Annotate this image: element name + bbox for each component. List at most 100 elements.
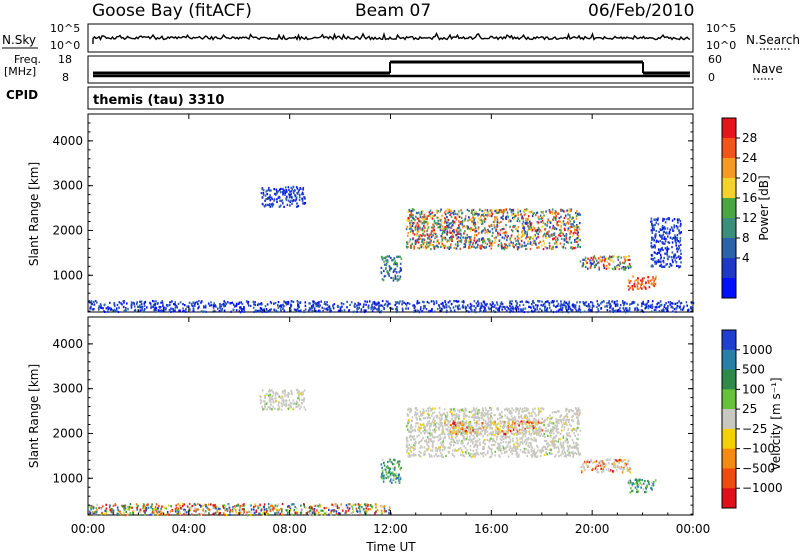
data-cell [557,309,560,312]
data-cell [602,263,605,266]
data-cell [512,310,515,313]
data-cell [530,226,532,229]
data-cell [633,301,636,304]
data-cell [456,233,459,236]
data-cell [560,308,562,311]
data-cell [468,246,470,249]
data-cell [464,307,467,310]
data-cell [515,420,517,423]
data-cell [497,307,499,310]
data-cell [335,510,338,513]
data-cell [654,262,657,265]
data-cell [426,229,428,233]
data-cell [472,241,474,244]
data-cell [318,305,320,308]
data-cell [579,245,581,249]
data-cell [558,431,560,434]
data-cell [529,211,532,214]
data-cell [532,310,534,313]
data-cell [593,265,596,268]
data-cell [266,408,268,411]
data-cell [376,308,378,311]
data-cell [383,269,385,272]
data-cell [126,513,129,516]
data-cell [396,279,399,282]
data-cell [462,454,465,457]
data-cell [356,510,359,513]
data-cell [459,247,462,250]
data-cell [264,203,267,206]
data-cell [241,504,243,507]
data-cell [488,239,490,243]
data-cell [468,306,471,309]
data-cell [473,437,475,441]
data-cell [525,247,528,250]
data-cell [671,302,674,305]
data-cell [464,242,467,245]
data-cell [494,304,496,307]
data-cell [136,506,138,509]
data-cell [151,508,154,511]
data-cell [545,308,548,311]
data-cell [497,211,500,214]
data-cell [161,301,164,304]
data-cell [407,418,410,422]
data-cell [523,310,526,314]
data-cell [409,454,411,457]
data-cell [549,221,552,224]
data-cell [555,418,557,421]
data-cell [671,219,674,222]
data-cell [565,302,567,305]
data-cell [431,229,434,232]
data-cell [673,226,676,229]
data-cell [230,310,232,313]
data-cell [458,417,460,420]
data-cell [520,235,523,238]
data-cell [351,505,353,508]
data-cell [414,407,417,410]
data-cell [424,304,426,308]
data-cell [425,220,428,223]
data-cell [515,243,518,246]
data-cell [469,302,472,305]
data-cell [433,240,435,243]
data-cell [488,225,491,228]
data-cell [449,222,451,225]
data-cell [274,397,277,400]
data-cell [515,300,517,303]
data-cell [212,304,215,307]
data-cell [471,304,473,307]
data-cell [561,424,564,427]
data-cell [375,506,377,509]
data-cell [321,509,324,512]
data-cell [396,308,399,311]
data-cell [562,233,564,236]
data-cell [544,223,547,226]
data-cell [653,244,656,247]
data-cell [412,446,415,450]
data-cell [150,505,152,508]
data-cell [442,445,444,448]
data-cell [405,302,407,305]
data-cell [680,308,682,311]
data-cell [282,303,284,306]
data-cell [330,514,332,517]
data-cell [451,224,454,227]
data-cell [285,402,287,406]
data-cell [511,447,513,450]
data-cell [429,455,431,458]
data-cell [406,242,409,245]
data-cell [421,439,423,442]
data-cell [274,302,277,305]
data-cell [477,416,480,419]
data-cell [185,511,188,514]
data-cell [449,213,451,216]
data-cell [232,506,234,509]
data-cell [457,441,459,445]
data-cell [567,305,570,308]
data-cell [633,284,635,287]
data-cell [257,302,260,305]
data-cell [380,463,383,466]
data-cell [469,422,472,425]
data-cell [500,243,503,246]
